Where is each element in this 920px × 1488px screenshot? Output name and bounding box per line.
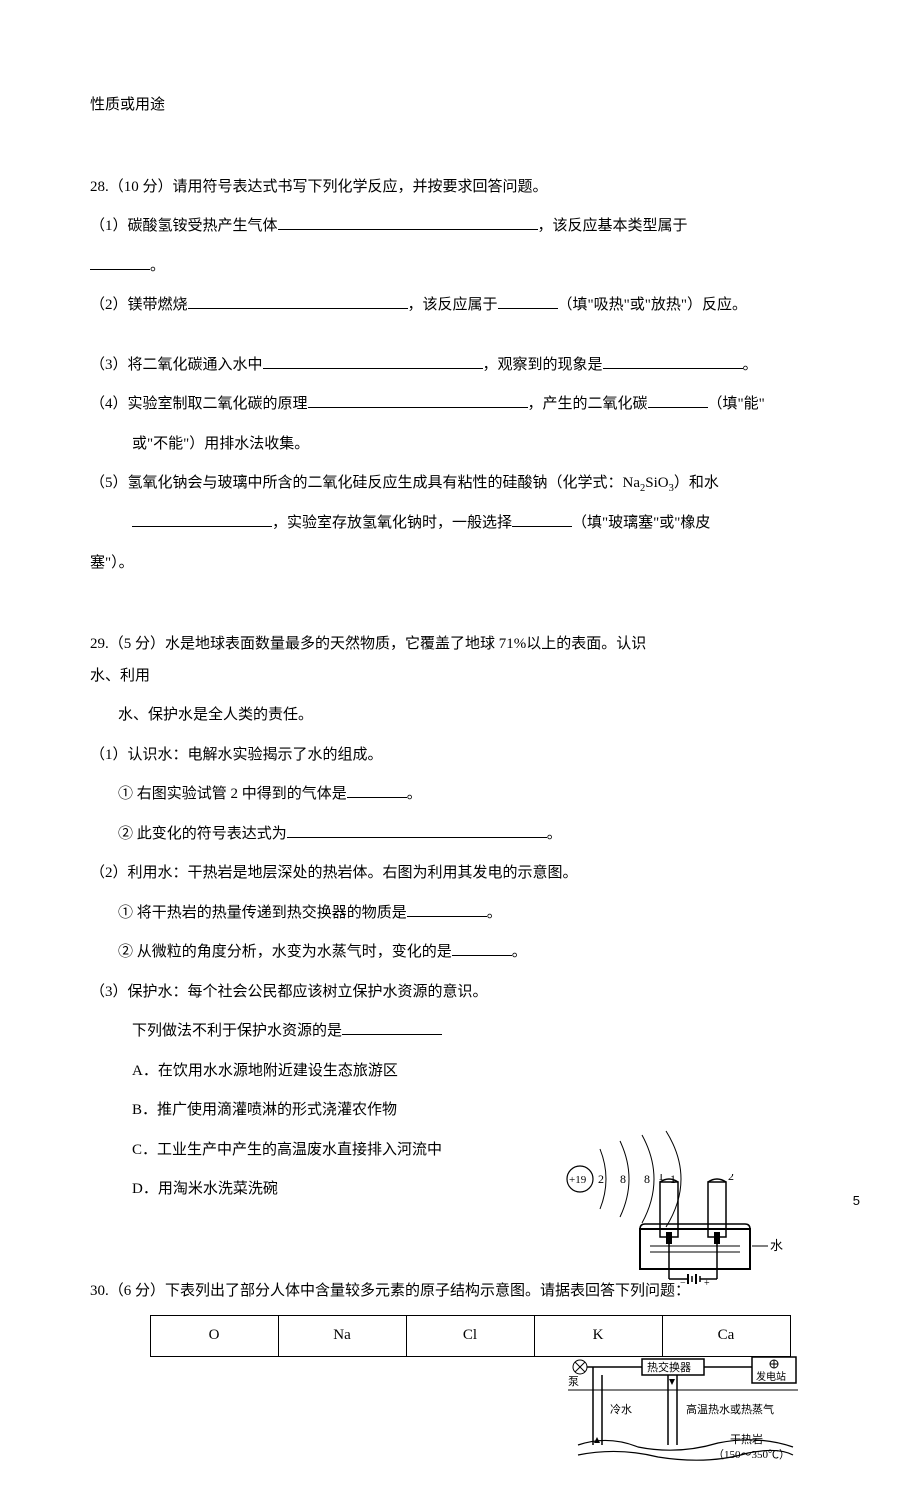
blank [648, 393, 708, 408]
q29-p2-1: ① 将干热岩的热量传递到热交换器的物质是 。 [90, 898, 850, 930]
shell-1: 2 [598, 1172, 604, 1186]
q28-p2: （2）镁带燃烧 ，该反应属于 （填"吸热"或"放热"）反应。 [90, 290, 850, 322]
q29-title2: 水、保护水是全人类的责任。 [90, 700, 850, 732]
svg-text:泵: 泵 [568, 1375, 579, 1388]
q28-p1: （1）碳酸氢铵受热产生气体 ，该反应基本类型属于 [90, 211, 850, 243]
blank [498, 294, 558, 309]
q28-p5: （5）氢氧化钠会与玻璃中所含的二氧化硅反应生成具有粘性的硅酸钠（化学式：Na2S… [90, 468, 850, 500]
table-row: O Na Cl K Ca [150, 1316, 790, 1357]
q29-p3a: 下列做法不利于保护水资源的是 [132, 1023, 342, 1039]
tube-2-label: 2 [728, 1174, 734, 1183]
q28-p4a: （4）实验室制取二氧化碳的原理 [90, 396, 308, 412]
blank [308, 393, 528, 408]
atom-structure-diagram: +19 2 8 8 1 [560, 1129, 700, 1229]
svg-text:−: − [680, 1278, 686, 1289]
blank [342, 1020, 442, 1035]
header-line: 性质或用途 [90, 90, 850, 122]
svg-text:发电站: 发电站 [756, 1370, 786, 1383]
q28-p1b: ，该反应基本类型属于 [538, 218, 688, 234]
q29-title: 29.（5 分）水是地球表面数量最多的天然物质，它覆盖了地球 71%以上的表面。… [90, 629, 850, 692]
element-table: O Na Cl K Ca [150, 1315, 791, 1357]
svg-text:（150～350℃）: （150～350℃） [713, 1448, 790, 1461]
q28-p4c: （填"能" [708, 396, 765, 412]
q29-p2-2a: ② 从微粒的角度分析，水变为水蒸气时，变化的是 [118, 944, 452, 960]
q29-p2-2: ② 从微粒的角度分析，水变为水蒸气时，变化的是 。 [90, 937, 850, 969]
col-O: O [150, 1316, 278, 1357]
q28-title: 28.（10 分）请用符号表达式书写下列化学反应，并按要求回答问题。 [90, 172, 850, 204]
q28-p4b: ，产生的二氧化碳 [528, 396, 648, 412]
q28-p5a3: ）和水 [674, 475, 719, 491]
svg-text:干热岩: 干热岩 [730, 1432, 763, 1446]
q29-optB: B．推广使用滴灌喷淋的形式浇灌农作物 [90, 1095, 850, 1127]
q28-p5b: ，实验室存放氢氧化钠时，一般选择 [272, 515, 512, 531]
col-K: K [534, 1316, 662, 1357]
q29-p2: （2）利用水：干热岩是地层深处的热岩体。右图为利用其发电的示意图。 [90, 858, 850, 890]
blank [188, 294, 408, 309]
q29-p1-1a: ① 右图实验试管 2 中得到的气体是 [118, 786, 347, 802]
col-Ca: Ca [662, 1316, 790, 1357]
q29-optA: A．在饮用水水源地附近建设生态旅游区 [90, 1056, 850, 1088]
q29-p1-2a: ② 此变化的符号表达式为 [118, 826, 287, 842]
q29-p2-1a: ① 将干热岩的热量传递到热交换器的物质是 [118, 905, 407, 921]
q29-optC: C．工业生产中产生的高温废水直接排入河流中 [90, 1135, 850, 1167]
question-29: 29.（5 分）水是地球表面数量最多的天然物质，它覆盖了地球 71%以上的表面。… [90, 629, 850, 1206]
shell-4: 1 [670, 1172, 676, 1186]
svg-text:热交换器: 热交换器 [647, 1360, 691, 1374]
blank [263, 354, 483, 369]
geothermal-diagram: 泵 热交换器 发电站 冷水 高温热水或热蒸气 干热岩 （150～350℃） [568, 1355, 798, 1475]
q28-p3c: 。 [743, 357, 758, 373]
q28-p1c-line: 。 [90, 251, 850, 283]
q28-p3a: （3）将二氧化碳通入水中 [90, 357, 263, 373]
blank [278, 215, 538, 230]
blank [287, 823, 547, 838]
svg-text:冷水: 冷水 [610, 1403, 632, 1416]
blank [452, 941, 512, 956]
svg-text:高温热水或热蒸气: 高温热水或热蒸气 [686, 1402, 774, 1416]
q28-p1c: 。 [150, 258, 165, 274]
col-Na: Na [278, 1316, 406, 1357]
q29-p1-2: ② 此变化的符号表达式为 。 [90, 819, 850, 851]
q29-p3a-line: 下列做法不利于保护水资源的是 [90, 1016, 850, 1048]
q28-p5a2: SiO [645, 475, 668, 491]
svg-text:+: + [704, 1278, 710, 1289]
blank [603, 354, 743, 369]
blank [90, 255, 150, 270]
q29-p1-1: ① 右图实验试管 2 中得到的气体是 。 [90, 779, 850, 811]
q29-p1-2b: 。 [547, 826, 562, 842]
q28-p2a: （2）镁带燃烧 [90, 297, 188, 313]
q28-p5b-line: ，实验室存放氢氧化钠时，一般选择 （填"玻璃塞"或"橡皮 [90, 508, 850, 540]
water-label: 水 [770, 1238, 783, 1253]
q28-p4d: 或"不能"）用排水法收集。 [90, 429, 850, 461]
blank [407, 902, 487, 917]
q29-p1-1b: 。 [407, 786, 422, 802]
q29-p3: （3）保护水：每个社会公民都应该树立保护水资源的意识。 [90, 977, 850, 1009]
q28-p1a: （1）碳酸氢铵受热产生气体 [90, 218, 278, 234]
page-number: 5 [853, 1187, 860, 1214]
blank [132, 512, 272, 527]
shell-3: 8 [644, 1172, 650, 1186]
q28-p5a: （5）氢氧化钠会与玻璃中所含的二氧化硅反应生成具有粘性的硅酸钠（化学式：Na [90, 475, 640, 491]
q29-p2-2b: 。 [512, 944, 527, 960]
q29-p1: （1）认识水：电解水实验揭示了水的组成。 [90, 740, 850, 772]
blank [347, 783, 407, 798]
q28-p2b: ，该反应属于 [408, 297, 498, 313]
q28-p3b: ，观察到的现象是 [483, 357, 603, 373]
question-28: 28.（10 分）请用符号表达式书写下列化学反应，并按要求回答问题。 （1）碳酸… [90, 172, 850, 580]
q28-p5c: （填"玻璃塞"或"橡皮 [572, 515, 710, 531]
q28-p3: （3）将二氧化碳通入水中 ，观察到的现象是 。 [90, 350, 850, 382]
atom-center: +19 [569, 1174, 587, 1186]
blank [512, 512, 572, 527]
q28-p2c: （填"吸热"或"放热"）反应。 [558, 297, 748, 313]
q29-p2-1b: 。 [487, 905, 502, 921]
q28-p4: （4）实验室制取二氧化碳的原理 ，产生的二氧化碳 （填"能" [90, 389, 850, 421]
col-Cl: Cl [406, 1316, 534, 1357]
shell-2: 8 [620, 1172, 626, 1186]
q28-p5d: 塞"）。 [90, 548, 850, 580]
